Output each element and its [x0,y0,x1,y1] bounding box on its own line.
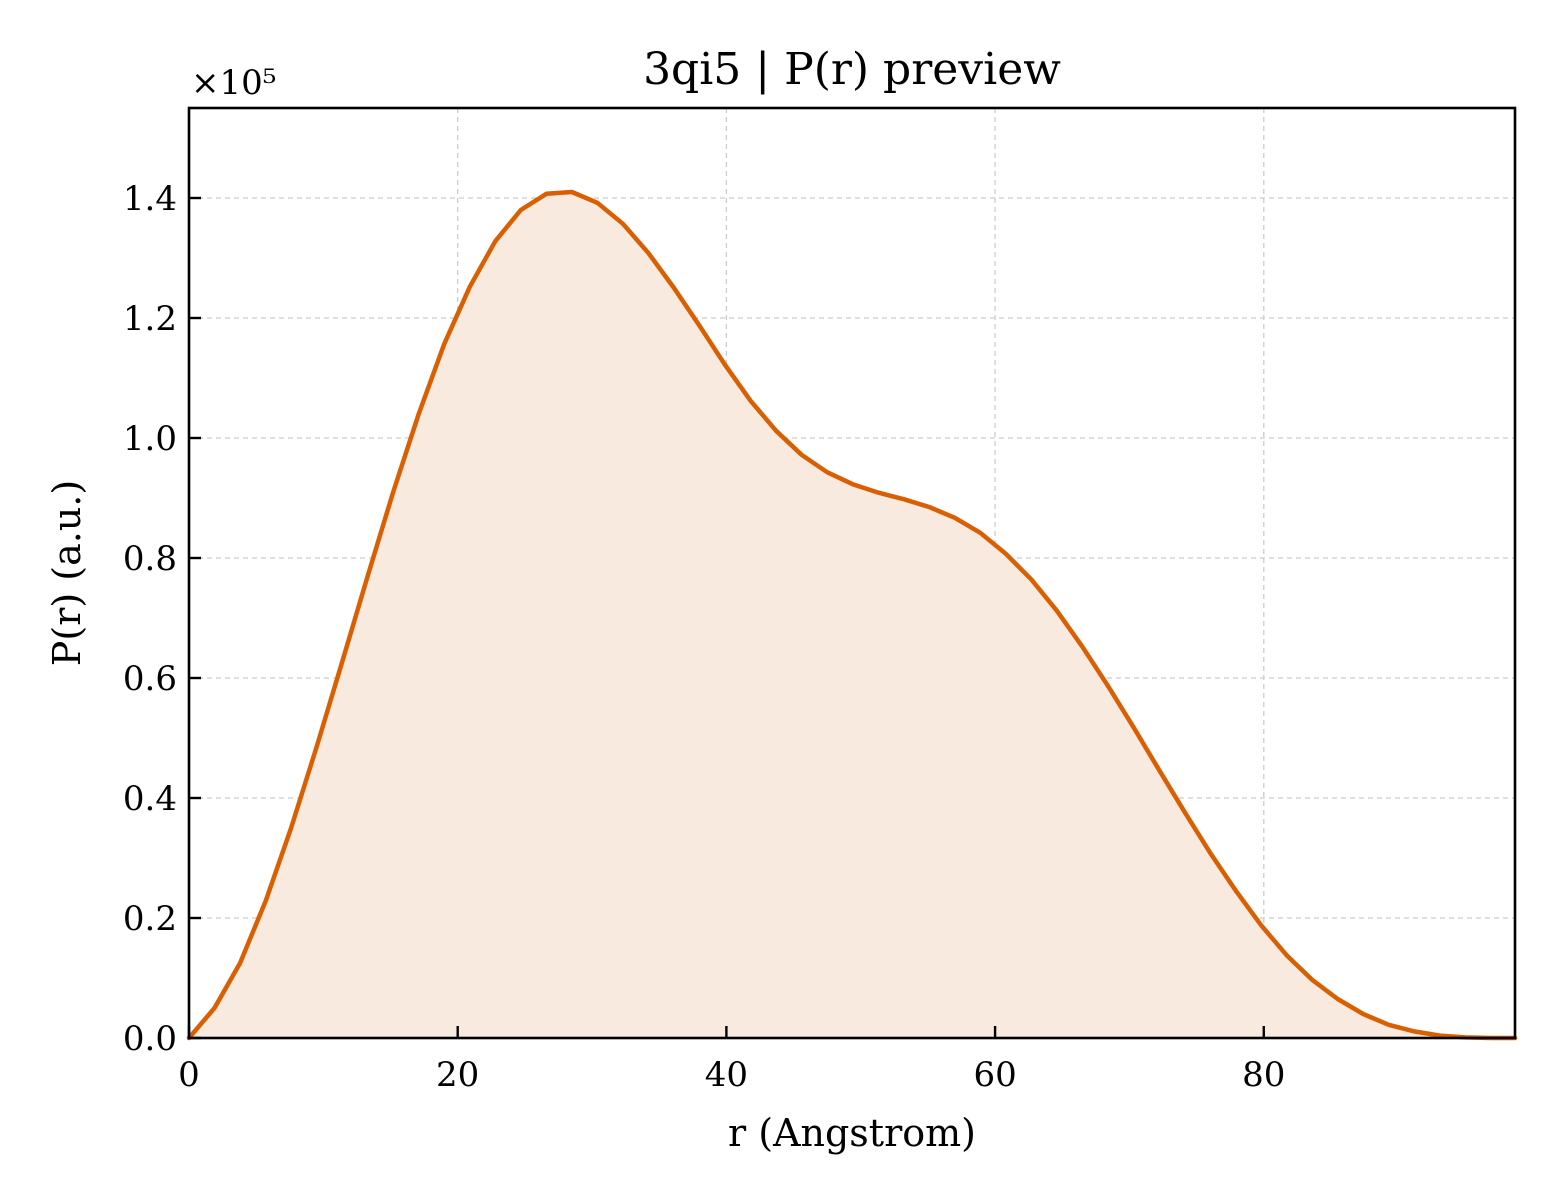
x-tick-label: 0 [178,1055,200,1095]
y-tick-label: 1.2 [123,299,177,339]
x-tick-label: 60 [973,1055,1016,1095]
area-fill [189,192,1515,1038]
y-tick-label: 0.8 [123,539,177,579]
y-tick-label: 0.0 [123,1019,177,1059]
x-tick-label: 20 [436,1055,479,1095]
x-axis-label: r (Angstrom) [728,1111,976,1155]
x-tick-label: 40 [705,1055,748,1095]
chart-title: 3qi5 | P(r) preview [643,44,1061,95]
plot-frame [187,106,1517,1040]
y-axis-multiplier: ×10⁵ [191,63,276,103]
x-tick-label: 80 [1242,1055,1285,1095]
y-tick-label: 0.2 [123,899,177,939]
y-tick-label: 1.4 [123,179,177,219]
y-tick-label: 0.6 [123,659,177,699]
y-axis-label: P(r) (a.u.) [45,480,89,666]
y-tick-label: 0.4 [123,779,177,819]
ticks: 0 20 40 60 80 0.0 0.2 0.4 0.6 0.8 1.0 1.2 1.4 [123,179,1285,1095]
y-tick-label: 1.0 [123,419,177,459]
series-line [186,189,1518,1041]
